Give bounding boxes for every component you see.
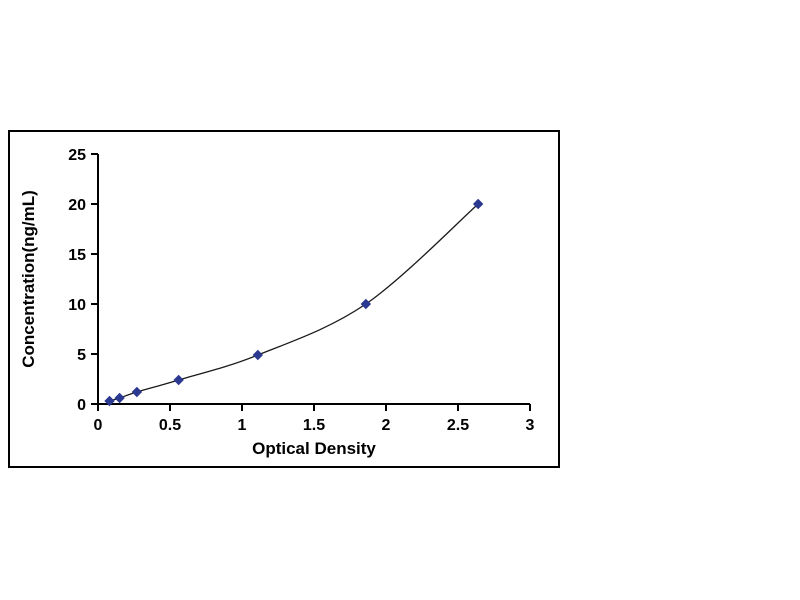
data-point-marker [252,349,264,361]
data-point-marker [360,298,372,310]
x-tick-label: 1.5 [303,417,325,434]
standard-curve-chart: 0 0.5 1 1.5 2 2.5 3 0 5 10 15 20 25 Optical Density Co… [8,130,560,468]
standard-curve-line [109,203,479,402]
data-point-marker [472,198,484,210]
data-point-marker [131,386,143,398]
y-tick-label: 15 [68,247,86,264]
x-tick-label: 1 [238,417,247,434]
x-tick-label: 0 [94,417,103,434]
x-tick-label: 0.5 [159,417,181,434]
data-point-marker [104,395,115,407]
y-tick-label: 5 [77,347,86,364]
y-tick-label: 0 [77,397,86,414]
x-tick-label: 2.5 [447,417,469,434]
y-tick-label: 20 [68,197,86,214]
x-tick-label: 3 [526,417,535,434]
y-tick-label: 25 [68,147,86,164]
x-axis-title: Optical Density [252,439,376,458]
data-point-marker [114,392,125,404]
chart-canvas: 0 0.5 1 1.5 2 2.5 3 0 5 10 15 20 25 Optical Density Co… [19,147,535,458]
x-tick-label: 2 [382,417,391,434]
y-axis-title: Concentration(ng/mL) [19,190,38,368]
y-tick-label: 10 [68,297,86,314]
data-point-marker [173,374,184,386]
